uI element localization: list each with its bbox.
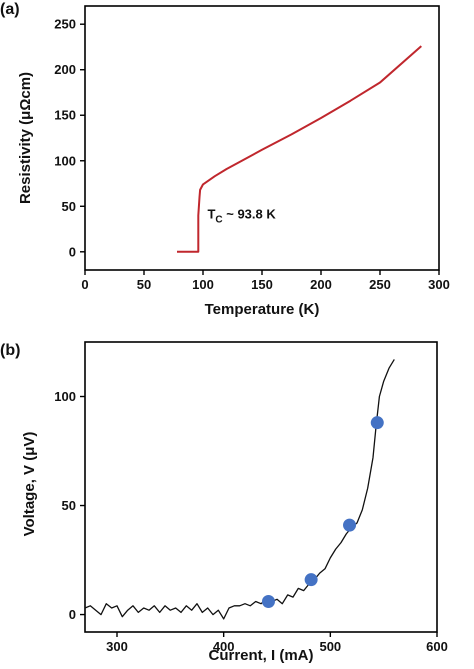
- panel-b-series: [84, 359, 395, 620]
- tc-subscript: C: [215, 214, 222, 225]
- panel-a-x-tick-label: 300: [428, 277, 450, 292]
- panel-a-y-tick-label: 200: [54, 62, 76, 77]
- panel-a-y-axis-label: Resistivity (μΩcm): [17, 72, 34, 204]
- panel-b-y-axis-label: Voltage, V (μV): [21, 432, 38, 537]
- panel-b-data-point: [370, 416, 384, 430]
- panel-a-x-tick-label: 150: [251, 277, 273, 292]
- panel-b-data-point: [304, 573, 318, 587]
- panel-a-ticks: 0 50 100 150 200 250 300 0 50 100 150 200 250: [54, 17, 450, 292]
- panel-b-ticks: 300 400 500 600 0 50 100: [54, 389, 448, 654]
- panel-a-x-tick-label: 50: [137, 277, 151, 292]
- panel-b-y-tick-label: 50: [62, 498, 76, 513]
- panel-a-y-tick-label: 150: [54, 108, 76, 123]
- panel-a-tc-annotation: TC ~ 93.8 K: [207, 206, 276, 225]
- tc-suffix: ~ 93.8 K: [223, 206, 277, 221]
- panel-a-label: (a): [0, 1, 20, 18]
- panel-a-y-tick-label: 0: [69, 244, 76, 259]
- panel-b-x-tick-label: 500: [319, 639, 341, 654]
- panel-a-x-tick-label: 250: [369, 277, 391, 292]
- panel-a-x-tick-label: 200: [310, 277, 332, 292]
- panel-b-plot-frame: [84, 341, 438, 633]
- panel-b-x-tick-label: 600: [426, 639, 448, 654]
- panel-a-series: [177, 45, 422, 253]
- panel-b-x-axis-label: Current, I (mA): [209, 647, 314, 664]
- panel-b-data-point: [343, 518, 357, 532]
- panel-b-x-tick-label: 400: [213, 639, 235, 654]
- panel-b: (b) 300 400 500 600 0 50 100 Current, I (mA) V…: [0, 341, 448, 664]
- panel-a-y-tick-label: 100: [54, 153, 76, 168]
- panel-a-plot-frame: [84, 5, 440, 271]
- panel-a-series-line: [177, 45, 422, 253]
- panel-b-y-tick-label: 100: [54, 389, 76, 404]
- panel-a-y-tick-label: 250: [54, 17, 76, 32]
- panel-b-series-line: [84, 359, 395, 620]
- panel-a-y-tick-label: 50: [62, 199, 76, 214]
- panel-b-y-tick-label: 0: [69, 607, 76, 622]
- panel-a: (a) 0 50 100 150 200 250 300 0 50 100 150 200 250 TC…: [0, 1, 450, 318]
- tc-prefix: T: [207, 206, 215, 221]
- panel-b-data-point: [261, 594, 275, 608]
- panel-a-x-axis-label: Temperature (K): [205, 301, 320, 318]
- panel-a-x-tick-label: 0: [81, 277, 88, 292]
- panel-b-label: (b): [0, 342, 20, 359]
- panel-b-x-tick-label: 300: [106, 639, 128, 654]
- panel-a-x-tick-label: 100: [192, 277, 214, 292]
